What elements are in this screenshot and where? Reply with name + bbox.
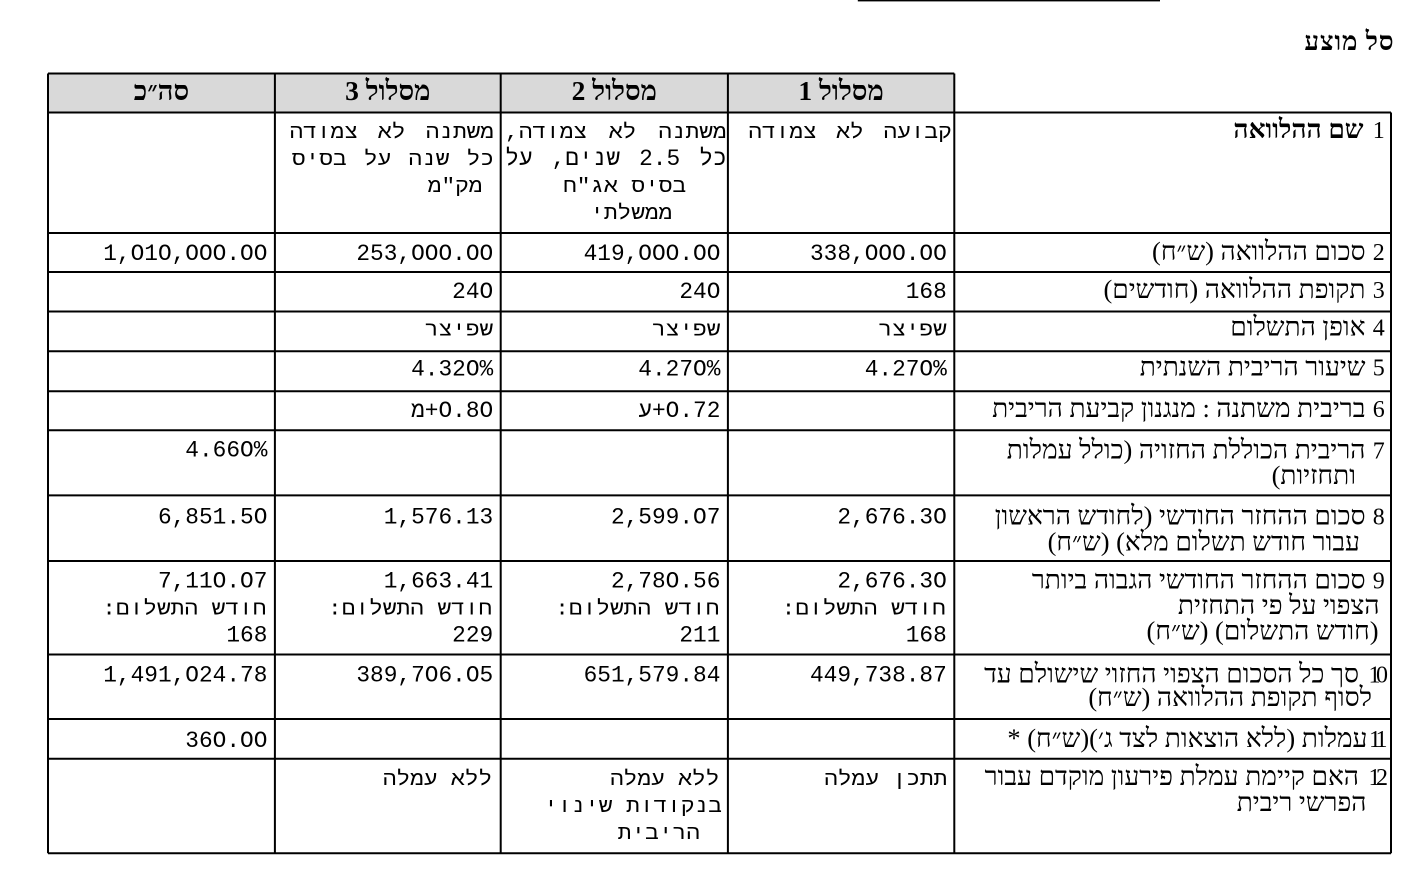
- svg-text:4.66O%: 4.66O%: [185, 437, 267, 463]
- svg-text:8: 8: [1373, 505, 1385, 531]
- svg-text:דע םלושיש יוזחה יופצה םוכסה לכ: דע םלושיש יוזחה יופצה םוכסה לכ ךס: [984, 658, 1359, 688]
- svg-text:מ+O.8O: מ+O.8O: [411, 398, 493, 424]
- svg-text::םולשתה שדוח: :םולשתה שדוח: [555, 598, 719, 621]
- svg-text:1,576.13: 1,576.13: [384, 505, 493, 531]
- svg-text::םולשתה שדוח: :םולשתה שדוח: [102, 598, 266, 621]
- svg-text:253,OOO.OO: 253,OOO.OO: [356, 241, 493, 267]
- svg-text:םולשתה ןפוא: םולשתה ןפוא: [1230, 312, 1365, 342]
- svg-text:1,O1O,OOO.OO: 1,O1O,OOO.OO: [103, 241, 267, 267]
- svg-text:211: 211: [679, 623, 720, 649]
- svg-text::םולשתה שדוח: :םולשתה שדוח: [328, 598, 492, 621]
- svg-text:תיבירה תעיבק ןונגנמ : הנתשמ תי: תיבירה תעיבק ןונגנמ : הנתשמ תיבירב: [992, 393, 1365, 423]
- svg-text:168: 168: [906, 279, 947, 305]
- svg-text:סיסב לע הנש לכ: סיסב לע הנש לכ: [292, 148, 494, 171]
- svg-text:ע+O.72: ע+O.72: [638, 398, 720, 424]
- svg-text:(ח״ש) האוולהה תפוקת ףוסל: (ח״ש) האוולהה תפוקת ףוסל: [1088, 682, 1372, 712]
- svg-text:הדומצ אל הנתשמ: הדומצ אל הנתשמ: [289, 121, 494, 144]
- svg-text:168: 168: [226, 623, 267, 649]
- svg-text:,הדומצ אל הנתשמ: ,הדומצ אל הנתשמ: [505, 121, 727, 144]
- svg-text:4: 4: [1373, 316, 1385, 342]
- svg-text:1 לולסמ: 1 לולסמ: [798, 75, 883, 106]
- svg-text:(תויזחתו: (תויזחתו: [1272, 460, 1356, 490]
- svg-text:449,738.87: 449,738.87: [810, 662, 947, 688]
- svg-text:תיתנשה תיבירה רועיש: תיתנשה תיבירה רועיש: [1140, 352, 1366, 382]
- svg-text:הלמע אלל: הלמע אלל: [610, 768, 719, 791]
- svg-text:2 לולסמ: 2 לולסמ: [572, 75, 657, 106]
- svg-text:4.27O%: 4.27O%: [638, 357, 720, 383]
- svg-text:3: 3: [1373, 278, 1385, 304]
- svg-text::םולשתה שדוח: :םולשתה שדוח: [782, 598, 946, 621]
- svg-text:תיבירה: תיבירה: [618, 823, 700, 845]
- svg-text:4.32O%: 4.32O%: [411, 357, 493, 383]
- svg-text:229: 229: [452, 623, 493, 649]
- svg-text:651,579.84: 651,579.84: [584, 662, 721, 688]
- svg-text:9: 9: [1373, 569, 1385, 595]
- svg-text:הלמע ןכתת: הלמע ןכתת: [824, 768, 947, 791]
- svg-text:לע ,םינש 2.5 לכ: לע ,םינש 2.5 לכ: [505, 145, 726, 172]
- svg-text:(ח״ש) (םולשתה שדוח): (ח״ש) (םולשתה שדוח): [1147, 616, 1379, 646]
- svg-text:5: 5: [1373, 356, 1385, 382]
- svg-text:רציפש: רציפש: [425, 320, 494, 342]
- svg-text:(ח״ש) האוולהה םוכס: (ח״ש) האוולהה םוכס: [1152, 236, 1365, 266]
- svg-text:האוולהה םש: האוולהה םש: [1233, 114, 1363, 144]
- svg-text:389,7O6.O5: 389,7O6.O5: [356, 662, 493, 688]
- svg-text:24O: 24O: [452, 279, 493, 305]
- svg-text:תיביר ישרפה: תיביר ישרפה: [1237, 787, 1367, 817]
- svg-text:7: 7: [1373, 438, 1385, 464]
- svg-text:רציפש: רציפש: [878, 320, 947, 342]
- svg-text:כ״הס: כ״הס: [134, 75, 189, 106]
- svg-text:12: 12: [1369, 765, 1388, 791]
- svg-text:ןושארה שדוחל) ישדוחה רזחהה םוכ: ןושארה שדוחל) ישדוחה רזחהה םוכס: [995, 501, 1366, 531]
- svg-text:10: 10: [1369, 662, 1389, 688]
- svg-text:2,676.3O: 2,676.3O: [837, 505, 946, 531]
- svg-text:3 לולסמ: 3 לולסמ: [345, 75, 430, 106]
- svg-text:תיזחתה יפ לע יופצה: תיזחתה יפ לע יופצה: [1178, 590, 1380, 620]
- svg-text:רתויב הובגה ישדוחה רזחהה םוכס: רתויב הובגה ישדוחה רזחהה םוכס: [1032, 565, 1366, 595]
- svg-text:4.27O%: 4.27O%: [865, 357, 947, 383]
- svg-text:יוניש תודוקנב: יוניש תודוקנב: [544, 796, 722, 818]
- svg-text:הדומצ אל העובק: הדומצ אל העובק: [748, 121, 951, 144]
- svg-text:מ"קמ: מ"קמ: [428, 176, 483, 198]
- svg-text:ח"גא סיסב: ח"גא סיסב: [563, 176, 686, 198]
- svg-text:419,OOO.OO: 419,OOO.OO: [584, 241, 721, 267]
- svg-text:רובע םדקומ ןועריפ תלמע תמייק ם: רובע םדקומ ןועריפ תלמע תמייק םאה: [985, 761, 1359, 791]
- svg-text:338,OOO.OO: 338,OOO.OO: [810, 241, 947, 267]
- svg-text:(ח״ש) (אלמ םולשת שדוח רובע: (ח״ש) (אלמ םולשת שדוח רובע: [1048, 527, 1360, 557]
- svg-text:הלמע אלל: הלמע אלל: [383, 768, 492, 791]
- svg-text:6: 6: [1373, 397, 1385, 423]
- svg-text:168: 168: [906, 623, 947, 649]
- svg-text:* (ח״ש)(׳ג דצל תואצוה אלל) תול: * (ח״ש)(׳ג דצל תואצוה אלל) תולמע: [1007, 723, 1367, 753]
- svg-text:1,663.41: 1,663.41: [384, 569, 493, 595]
- svg-text:תולמע ללוכ) היוזחה תללוכה תיבי: תולמע ללוכ) היוזחה תללוכה תיבירה: [1007, 434, 1366, 464]
- svg-text:1,491,O24.78: 1,491,O24.78: [103, 662, 267, 688]
- svg-text:(םישדוח) האוולהה תפוקת: (םישדוח) האוולהה תפוקת: [1103, 274, 1365, 304]
- svg-text:עצומ לס: עצומ לס: [1304, 27, 1394, 56]
- svg-text:2,599.O7: 2,599.O7: [611, 505, 720, 531]
- svg-text:6,851.5O: 6,851.5O: [158, 505, 267, 531]
- svg-text:11: 11: [1369, 727, 1387, 753]
- svg-text:7,11O.O7: 7,11O.O7: [158, 569, 267, 595]
- svg-text:2,676.3O: 2,676.3O: [837, 569, 946, 595]
- svg-text:2,78O.56: 2,78O.56: [611, 569, 720, 595]
- svg-text:36O.OO: 36O.OO: [185, 728, 267, 754]
- svg-text:1: 1: [1373, 118, 1385, 144]
- svg-text:רציפש: רציפש: [652, 320, 721, 342]
- svg-text:2: 2: [1373, 240, 1385, 266]
- svg-text:יתלשממ: יתלשממ: [590, 202, 672, 225]
- svg-text:24O: 24O: [679, 279, 720, 305]
